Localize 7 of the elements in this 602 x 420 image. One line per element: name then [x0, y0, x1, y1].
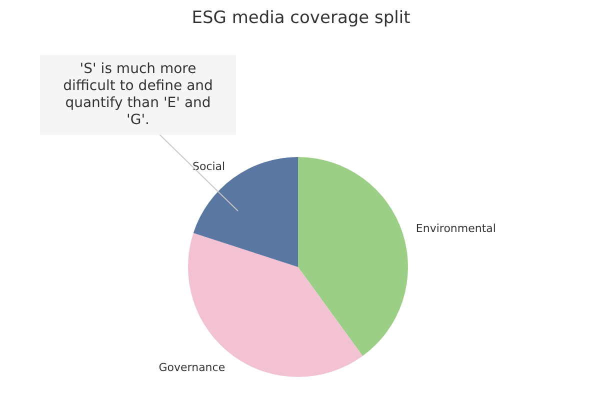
slice-label: Governance: [158, 360, 226, 374]
pie-slice: [193, 157, 298, 267]
slice-label: Environmental: [416, 222, 496, 236]
pie-slice: [298, 157, 408, 356]
chart-title: ESG media coverage split: [190, 8, 412, 28]
slice-label: Social: [192, 160, 226, 174]
text: 'S' is much more difficult to define and quantify than 'E' and 'G'.: [62, 61, 214, 129]
